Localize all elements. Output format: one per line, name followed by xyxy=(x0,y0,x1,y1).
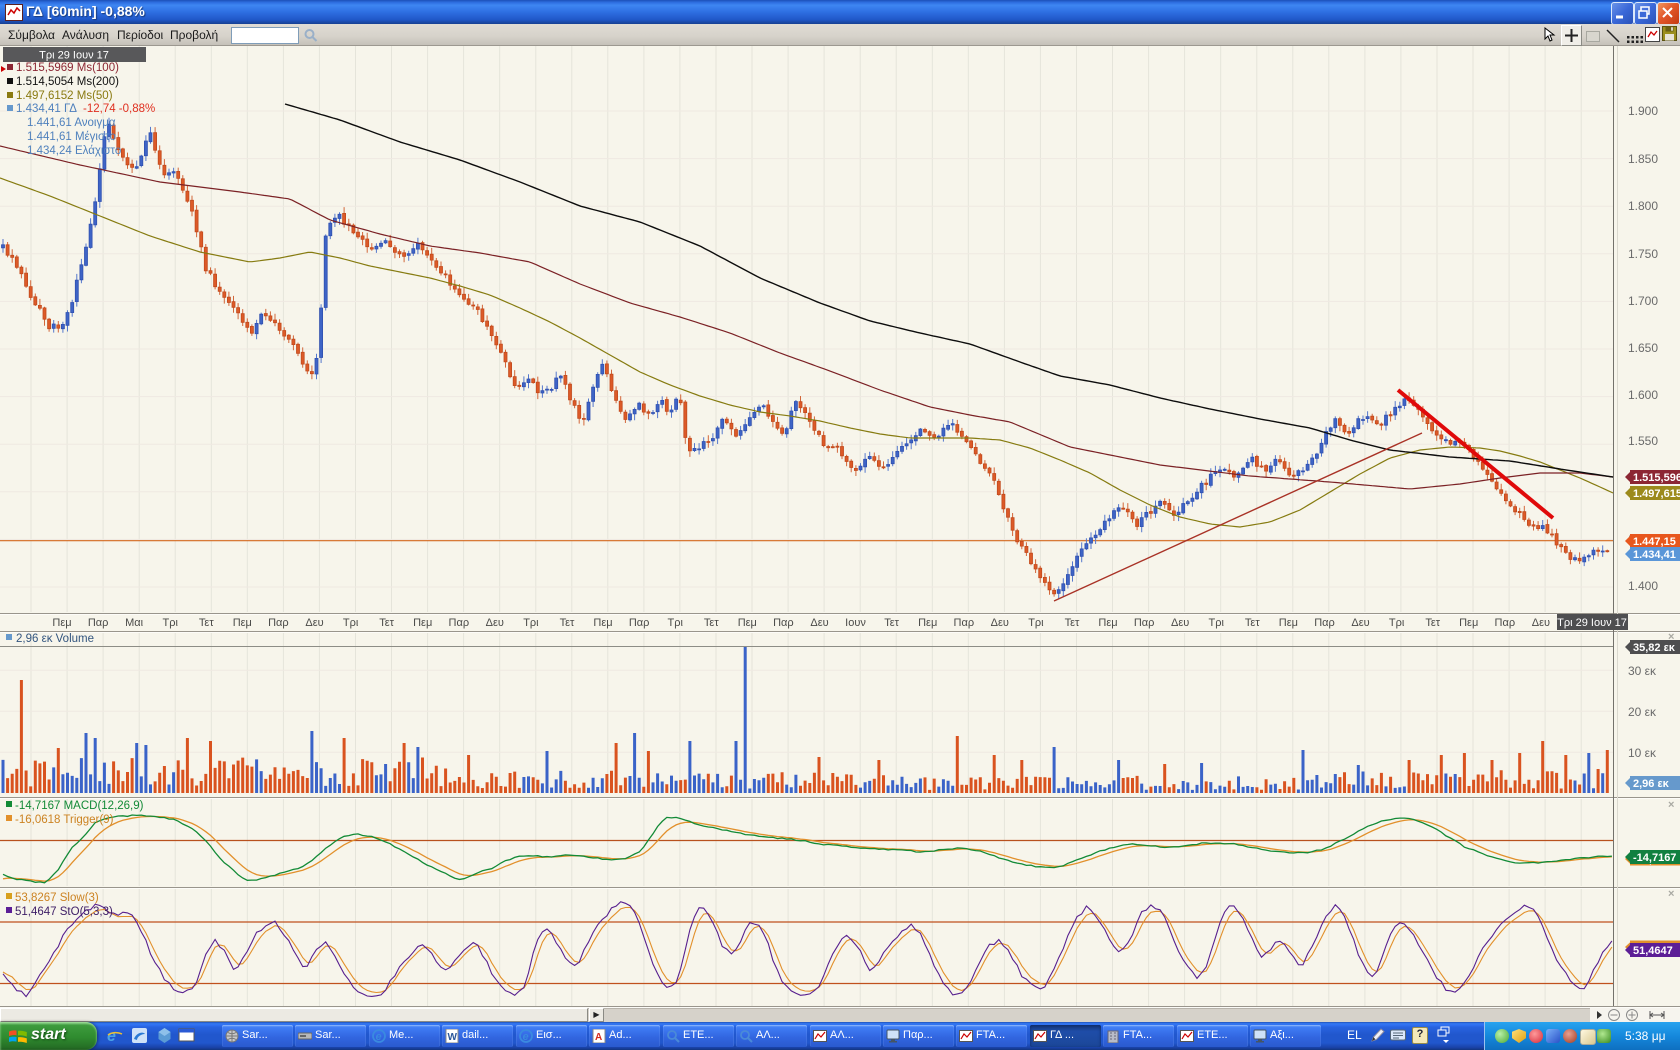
svg-text:Παρ: Παρ xyxy=(954,617,975,629)
svg-text:1.441,61 Ανοιγμα: 1.441,61 Ανοιγμα xyxy=(27,117,116,129)
svg-text:1.900: 1.900 xyxy=(1628,104,1658,118)
svg-text:Ιουν: Ιουν xyxy=(845,617,866,629)
svg-text:e: e xyxy=(376,1031,382,1043)
svg-text:Πεμ: Πεμ xyxy=(918,617,937,629)
svg-text:Τρι: Τρι xyxy=(667,617,683,629)
svg-text:Πεμ: Πεμ xyxy=(413,617,432,629)
svg-text:1.497,6152 Ms(50): 1.497,6152 Ms(50) xyxy=(16,90,113,102)
svg-text:Παρ: Παρ xyxy=(1495,617,1516,629)
svg-text:×: × xyxy=(1668,631,1674,643)
svg-text:1.750: 1.750 xyxy=(1628,247,1658,261)
svg-text:10 εκ: 10 εκ xyxy=(1628,746,1657,760)
svg-text:Μαι: Μαι xyxy=(125,617,144,629)
svg-text:Παρ: Παρ xyxy=(1314,617,1335,629)
svg-text:Παρ: Παρ xyxy=(1134,617,1155,629)
svg-text:Τρι: Τρι xyxy=(1208,617,1224,629)
svg-text:1.441,61 Μέγιστο: 1.441,61 Μέγιστο xyxy=(27,131,116,143)
svg-text:20 εκ: 20 εκ xyxy=(1628,705,1657,719)
svg-text:Παρ: Παρ xyxy=(268,617,289,629)
svg-text:2,96 εκ Volume: 2,96 εκ Volume xyxy=(16,633,94,645)
svg-text:Τρι: Τρι xyxy=(343,617,359,629)
svg-text:53,8267 Slow(3): 53,8267 Slow(3) xyxy=(15,892,99,904)
svg-text:e: e xyxy=(107,1028,116,1044)
svg-text:1.400: 1.400 xyxy=(1628,579,1658,593)
svg-text:×: × xyxy=(1668,799,1674,811)
svg-text:Παρ: Παρ xyxy=(629,617,650,629)
svg-text:1.800: 1.800 xyxy=(1628,199,1658,213)
svg-text:Παρ: Παρ xyxy=(449,617,470,629)
svg-text:30 εκ: 30 εκ xyxy=(1628,664,1657,678)
svg-text:Τρι 29 Ιουν 17: Τρι 29 Ιουν 17 xyxy=(1557,617,1627,629)
svg-text:35,82 εκ: 35,82 εκ xyxy=(1633,642,1676,654)
svg-text:Παρ: Παρ xyxy=(773,617,794,629)
svg-text:Τετ: Τετ xyxy=(379,617,394,629)
svg-text:e: e xyxy=(523,1031,529,1043)
svg-text:Δευ: Δευ xyxy=(1351,617,1369,629)
svg-text:Πεμ: Πεμ xyxy=(738,617,757,629)
svg-text:-12,74 -0,88%: -12,74 -0,88% xyxy=(83,103,155,115)
svg-text:Δευ: Δευ xyxy=(486,617,504,629)
svg-text:1.550: 1.550 xyxy=(1628,434,1658,448)
svg-text:Δευ: Δευ xyxy=(991,617,1009,629)
svg-text:Πεμ: Πεμ xyxy=(593,617,612,629)
svg-text:-16,0618 Trigger(9): -16,0618 Trigger(9) xyxy=(15,814,114,826)
svg-text:A: A xyxy=(595,1032,602,1043)
svg-text:-14,7167 MACD(12,26,9): -14,7167 MACD(12,26,9) xyxy=(15,800,144,812)
svg-text:1.650: 1.650 xyxy=(1628,341,1658,355)
svg-text:×: × xyxy=(1668,888,1674,900)
svg-text:Τρι 29 Ιουν 17: Τρι 29 Ιουν 17 xyxy=(39,50,109,62)
svg-text:1.497,615: 1.497,615 xyxy=(1633,488,1680,500)
svg-text:1.700: 1.700 xyxy=(1628,294,1658,308)
svg-text:W: W xyxy=(448,1032,458,1043)
svg-text:Τετ: Τετ xyxy=(1425,617,1440,629)
svg-text:1.434,41: 1.434,41 xyxy=(1633,549,1676,561)
svg-text:Δευ: Δευ xyxy=(810,617,828,629)
svg-text:1.600: 1.600 xyxy=(1628,388,1658,402)
svg-text:Τετ: Τετ xyxy=(560,617,575,629)
svg-text:1.514,5054 Ms(200): 1.514,5054 Ms(200) xyxy=(16,76,119,88)
svg-text:Τετ: Τετ xyxy=(199,617,214,629)
svg-text:2,96 εκ: 2,96 εκ xyxy=(1633,778,1670,790)
svg-text:Τετ: Τετ xyxy=(1245,617,1260,629)
svg-text:Πεμ: Πεμ xyxy=(1459,617,1478,629)
svg-text:-14,7167: -14,7167 xyxy=(1633,852,1676,864)
svg-text:Δευ: Δευ xyxy=(305,617,323,629)
svg-text:1.434,24 Ελάχιστο: 1.434,24 Ελάχιστο xyxy=(27,145,121,157)
svg-text:Παρ: Παρ xyxy=(88,617,109,629)
svg-text:Τρι: Τρι xyxy=(523,617,539,629)
svg-text:Τετ: Τετ xyxy=(884,617,899,629)
svg-text:Πεμ: Πεμ xyxy=(52,617,71,629)
svg-text:Δευ: Δευ xyxy=(1171,617,1189,629)
svg-text:1.515,596: 1.515,596 xyxy=(1633,472,1680,484)
svg-text:Τετ: Τετ xyxy=(1065,617,1080,629)
svg-text:Τετ: Τετ xyxy=(704,617,719,629)
svg-text:1.447,15: 1.447,15 xyxy=(1633,536,1676,548)
svg-text:1.850: 1.850 xyxy=(1628,152,1658,166)
svg-text:51,4647 StO(5,3,3): 51,4647 StO(5,3,3) xyxy=(15,906,113,918)
svg-text:Δευ: Δευ xyxy=(1532,617,1550,629)
svg-text:51,4647: 51,4647 xyxy=(1633,945,1673,957)
svg-text:Πεμ: Πεμ xyxy=(1098,617,1117,629)
svg-text:Τρι: Τρι xyxy=(162,617,178,629)
svg-text:1.434,41 ΓΔ: 1.434,41 ΓΔ xyxy=(16,103,77,115)
svg-text:Τρι: Τρι xyxy=(1389,617,1405,629)
svg-text:Πεμ: Πεμ xyxy=(1279,617,1298,629)
svg-text:Πεμ: Πεμ xyxy=(233,617,252,629)
svg-text:Τρι: Τρι xyxy=(1028,617,1044,629)
svg-text:1.515,5969 Ms(100): 1.515,5969 Ms(100) xyxy=(16,62,119,74)
